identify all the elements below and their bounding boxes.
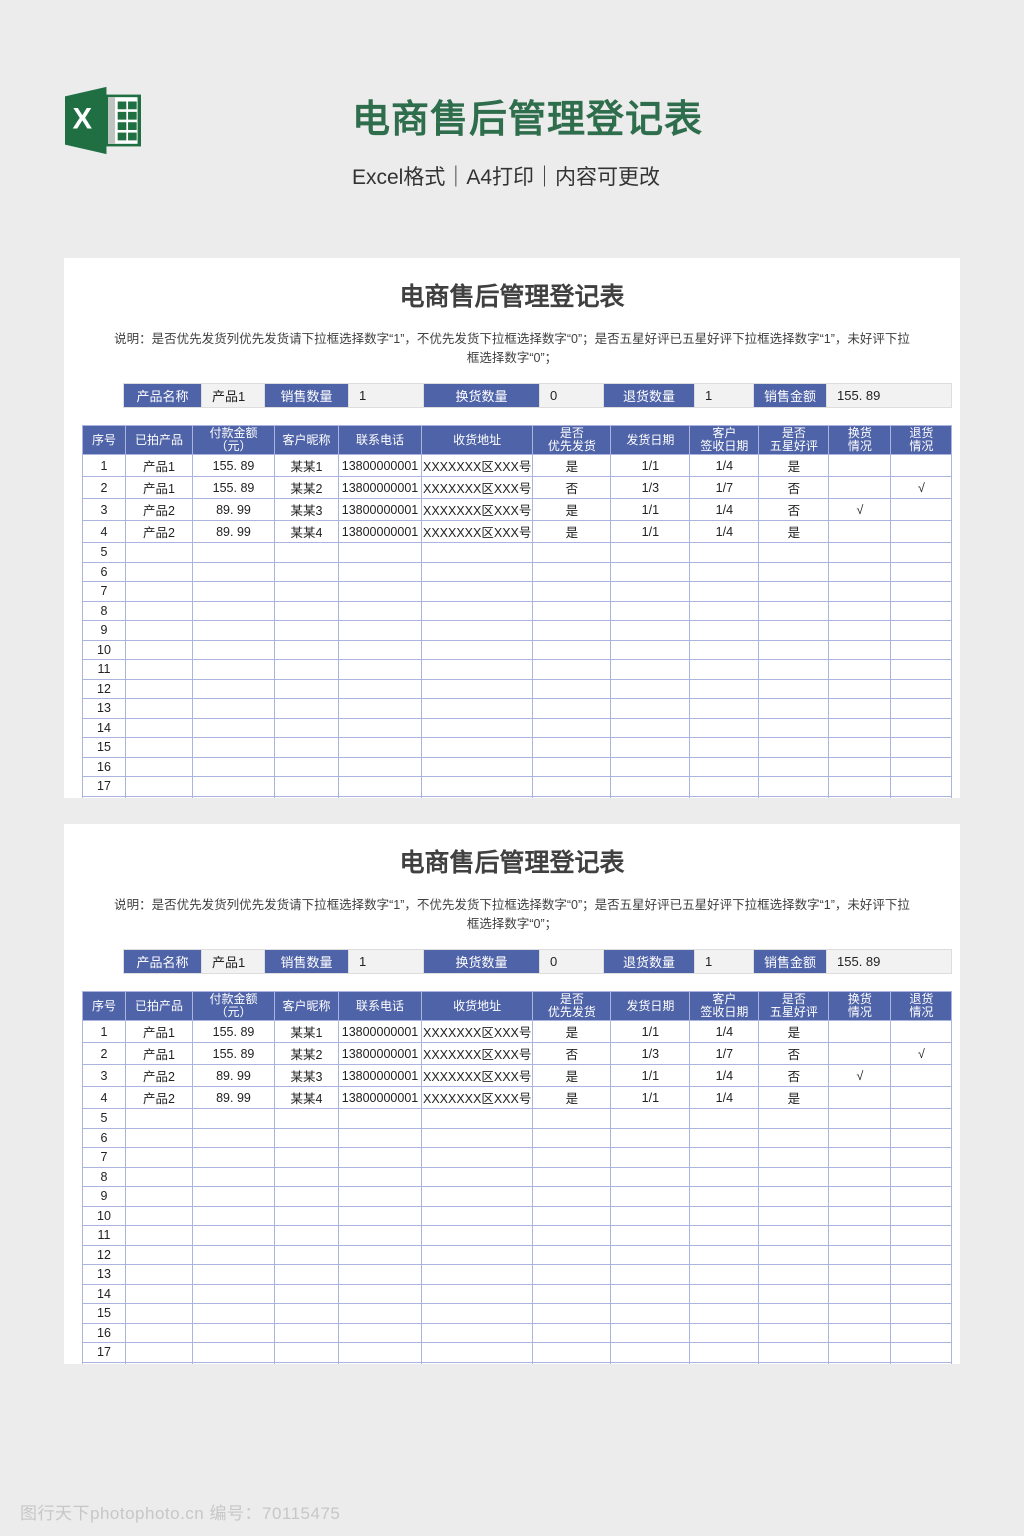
svg-text:X: X: [72, 102, 92, 135]
